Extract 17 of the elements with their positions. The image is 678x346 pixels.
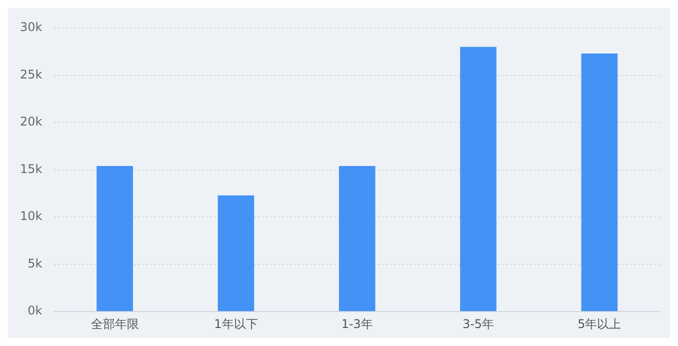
y-tick-label: 0k bbox=[28, 304, 42, 318]
y-tick-label: 20k bbox=[20, 114, 42, 129]
bar bbox=[581, 54, 618, 312]
bar bbox=[96, 166, 133, 312]
bar bbox=[460, 46, 496, 312]
y-tick-label: 10k bbox=[20, 209, 42, 224]
bar bbox=[338, 166, 376, 312]
x-tick-label: 3-5年 bbox=[462, 316, 494, 331]
y-tick-label: 5k bbox=[28, 256, 42, 270]
y-tick-label: 25k bbox=[20, 67, 42, 82]
y-tick-label: 30k bbox=[20, 20, 42, 34]
x-tick-label: 1-3年 bbox=[341, 316, 373, 331]
x-tick-label: 1年以下 bbox=[214, 316, 258, 331]
y-tick-label: 15k bbox=[20, 162, 42, 176]
x-tick-label: 全部年限 bbox=[90, 316, 139, 331]
x-tick-label: 5年以上 bbox=[578, 316, 622, 331]
bar bbox=[218, 195, 254, 312]
